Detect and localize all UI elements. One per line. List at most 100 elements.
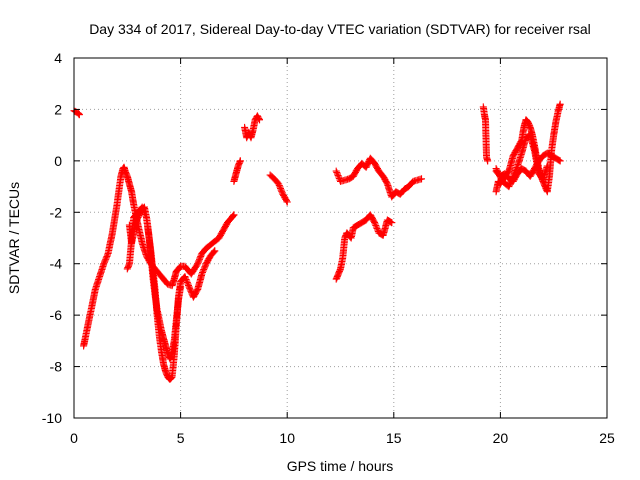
series-segment-7 bbox=[266, 171, 291, 206]
x-tick-label: 0 bbox=[70, 430, 78, 446]
data-point bbox=[278, 187, 286, 195]
data-point bbox=[283, 197, 290, 205]
data-point bbox=[199, 269, 206, 276]
data-point bbox=[102, 255, 110, 263]
data-point bbox=[556, 157, 564, 165]
data-point bbox=[103, 252, 111, 260]
plot-frame bbox=[73, 57, 608, 419]
data-point bbox=[543, 162, 551, 170]
data-point bbox=[512, 165, 520, 173]
data-point bbox=[374, 226, 382, 234]
data-point bbox=[210, 248, 218, 256]
data-point bbox=[371, 220, 379, 228]
x-axis-label: GPS time / hours bbox=[287, 458, 394, 474]
data-point bbox=[388, 219, 396, 227]
series-segment-5 bbox=[230, 157, 244, 185]
data-point bbox=[230, 211, 238, 219]
data-point bbox=[555, 156, 563, 164]
data-point bbox=[507, 177, 515, 185]
data-point bbox=[275, 180, 283, 188]
data-point bbox=[211, 247, 219, 255]
data-point bbox=[484, 157, 492, 165]
data-point bbox=[186, 286, 194, 294]
data-point bbox=[512, 166, 520, 174]
data-point bbox=[507, 178, 515, 186]
y-tick-label: 4 bbox=[54, 50, 62, 66]
data-point bbox=[283, 198, 291, 206]
data-point bbox=[510, 171, 518, 179]
data-point bbox=[508, 175, 516, 183]
data-point bbox=[182, 276, 190, 283]
series-segment-13 bbox=[492, 131, 551, 191]
data-point bbox=[185, 283, 193, 291]
data-point bbox=[494, 167, 502, 175]
data-point bbox=[167, 375, 175, 383]
data-point bbox=[187, 287, 195, 295]
data-point bbox=[194, 260, 202, 268]
y-tick-label: 0 bbox=[54, 153, 62, 169]
data-point bbox=[510, 169, 518, 177]
data-point bbox=[371, 219, 379, 227]
data-point bbox=[335, 173, 343, 181]
data-point bbox=[277, 186, 285, 194]
data-point bbox=[496, 172, 504, 180]
axis-ticks: 0 5 10 15 20 25 -10 -8 -6 -4 -2 0 2 4 bbox=[42, 50, 615, 446]
data-point bbox=[198, 270, 206, 278]
data-point bbox=[511, 168, 519, 176]
x-tick-label: 5 bbox=[177, 430, 185, 446]
data-point bbox=[506, 180, 514, 188]
data-point bbox=[177, 283, 185, 291]
data-point bbox=[196, 255, 203, 263]
y-axis-label: SDTVAR / TECUs bbox=[6, 182, 22, 294]
data-point bbox=[236, 157, 244, 165]
data-point bbox=[276, 183, 284, 191]
data-point bbox=[334, 172, 342, 180]
x-tick-label: 15 bbox=[386, 430, 402, 446]
x-tick-label: 20 bbox=[493, 430, 509, 446]
data-point bbox=[181, 273, 189, 281]
y-tick-label: 2 bbox=[54, 101, 62, 117]
y-tick-label: -6 bbox=[50, 307, 63, 323]
data-point bbox=[101, 257, 109, 265]
data-point bbox=[101, 258, 108, 266]
data-point bbox=[509, 172, 517, 180]
data-point bbox=[195, 257, 203, 265]
data-point bbox=[183, 277, 191, 285]
x-tick-label: 10 bbox=[279, 430, 295, 446]
data-point bbox=[75, 111, 83, 119]
data-point bbox=[496, 173, 504, 181]
data-point bbox=[184, 280, 192, 288]
data-point bbox=[229, 212, 237, 220]
data-point bbox=[275, 182, 283, 189]
data-point bbox=[186, 284, 194, 292]
data-point bbox=[183, 278, 191, 286]
data-point bbox=[556, 100, 564, 108]
series-segment-1 bbox=[70, 107, 83, 119]
data-point bbox=[200, 266, 208, 274]
data-point bbox=[333, 169, 341, 177]
y-tick-label: -8 bbox=[50, 359, 63, 375]
data-point bbox=[201, 263, 209, 271]
data-point bbox=[506, 181, 513, 189]
data-point bbox=[199, 267, 207, 275]
data-point bbox=[256, 116, 263, 124]
data-point bbox=[255, 114, 263, 122]
data-point bbox=[196, 254, 204, 262]
data-point bbox=[229, 213, 236, 221]
data-point bbox=[185, 281, 192, 289]
data-point bbox=[332, 167, 340, 175]
series-segment-10 bbox=[479, 103, 492, 165]
series-segment-9 bbox=[332, 211, 396, 283]
chart-title: Day 334 of 2017, Sidereal Day-to-day VTE… bbox=[89, 21, 591, 37]
series-segment-6 bbox=[241, 112, 263, 142]
y-tick-label: -10 bbox=[42, 410, 62, 426]
data-point bbox=[102, 254, 110, 262]
data-point bbox=[197, 252, 205, 260]
y-tick-label: -4 bbox=[50, 256, 63, 272]
data-point bbox=[100, 260, 108, 268]
data-point bbox=[509, 174, 517, 182]
data-point bbox=[513, 164, 521, 171]
data-points bbox=[70, 100, 564, 383]
y-tick-label: -2 bbox=[50, 204, 63, 220]
data-point bbox=[493, 166, 501, 174]
